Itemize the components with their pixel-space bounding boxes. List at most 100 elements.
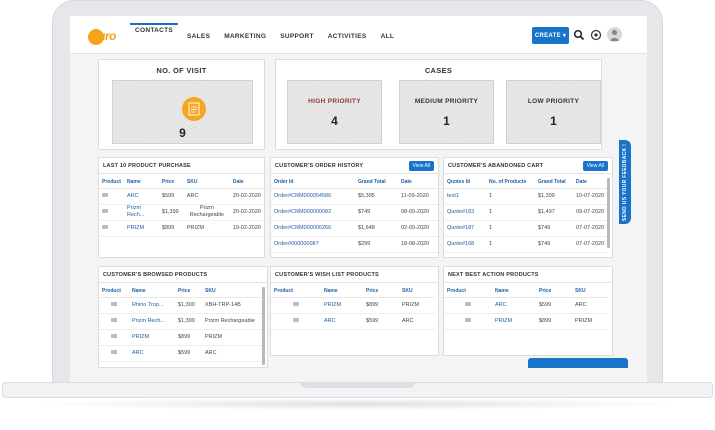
case-tile-medium[interactable]: MEDIUM PRIORITY 1 [399, 80, 494, 144]
table-row[interactable]: Order#CRM000000082 $749 08-09-2020 [271, 204, 438, 221]
bottom-action-bar[interactable] [528, 358, 628, 368]
table-row[interactable]: Quote#183 1 $1,497 09-07-2020 [444, 204, 609, 221]
table-row[interactable]: PRIZM $899 PRIZM [99, 329, 262, 346]
product-thumbnail [111, 301, 117, 306]
scrollbar[interactable] [262, 287, 265, 365]
column-header: Name [321, 285, 363, 298]
date-cell: 07-07-2020 [573, 236, 609, 253]
view-all-button[interactable]: View All [408, 161, 434, 171]
view-all-button[interactable]: View All [582, 161, 608, 171]
case-tile-high[interactable]: HIGH PRIORITY 4 [287, 80, 382, 144]
order-id-link[interactable]: Order#CRM000000082 [271, 204, 355, 221]
panel-title: CUSTOMER'S BROWSED PRODUCTS [103, 272, 208, 278]
table-row[interactable]: Prizm Rech... $1,399 Prizm Rechargeable … [99, 204, 264, 221]
column-header: Date [229, 176, 264, 189]
search-icon[interactable] [573, 29, 585, 41]
table-row[interactable]: Quote#187 1 $749 07-07-2020 [444, 220, 609, 237]
product-name-link[interactable]: ARC [492, 297, 536, 314]
price-cell: $899 [536, 313, 572, 330]
product-name-link[interactable]: ARC [123, 188, 159, 205]
sku-cell: PRIZM [202, 329, 262, 346]
price-cell: $1,300 [175, 297, 202, 314]
visits-title: NO. OF VISIT [156, 66, 207, 75]
last-purchase-panel: LAST 10 PRODUCT PURCHASE Product Name Pr… [98, 157, 265, 258]
product-name-link[interactable]: PRIZM [123, 220, 159, 237]
table-row[interactable]: Order#CRM000000266 $1,648 02-09-2020 [271, 220, 438, 237]
product-name-link[interactable]: Rhino Trop... [129, 297, 175, 314]
table-row[interactable]: ARC $599 ARC [271, 313, 435, 330]
table-row[interactable]: Quote#168 1 $749 07-07-2020 [444, 236, 609, 253]
laptop-notch [300, 382, 415, 388]
column-header: Product [99, 285, 129, 298]
product-name-link[interactable]: PRIZM [492, 313, 536, 330]
nav-sales[interactable]: SALES [187, 33, 211, 40]
column-header: No. of Products [486, 176, 535, 189]
date-cell: 07-07-2020 [573, 220, 609, 237]
product-thumb-cell [99, 297, 129, 314]
order-history-table: Order Id Grand Total Date Order#CRM00005… [271, 176, 438, 253]
visits-tile[interactable]: 9 [112, 80, 253, 144]
product-name-link[interactable]: Prizm Rech... [129, 313, 175, 330]
main-nav: CONTACTS SALES MARKETING SUPPORT ACTIVIT… [130, 23, 403, 46]
table-row[interactable]: PRIZM $899 PRIZM 19-02-2020 [99, 220, 264, 237]
quote-id-link[interactable]: Quote#187 [444, 220, 486, 237]
nav-support[interactable]: SUPPORT [280, 33, 314, 40]
table-header-row: Order Id Grand Total Date [271, 176, 438, 189]
product-count-cell: 1 [486, 204, 535, 221]
table-row[interactable]: PRIZM $899 PRIZM [444, 313, 608, 330]
logo-mark [88, 29, 104, 45]
nav-all[interactable]: ALL [380, 33, 395, 40]
date-cell: 10-07-2020 [573, 188, 609, 205]
nav-marketing[interactable]: MARKETING [224, 33, 267, 40]
table-row[interactable]: Order#CRM000054586 $5,395 11-09-2020 [271, 188, 438, 205]
table-header-row: Product Name Price SKU [444, 285, 608, 298]
table-row[interactable]: Order#000000087 $299 18-08-2020 [271, 236, 438, 253]
product-name-link[interactable]: Prizm Rech... [123, 204, 159, 221]
sku-cell: ARC [399, 313, 435, 330]
grand-total-cell: $1,399 [535, 188, 573, 205]
sku-cell: Prizm Rechargeable [202, 313, 262, 330]
table-row[interactable]: Prizm Rech... $1,399 Prizm Rechargeable [99, 313, 262, 330]
user-avatar[interactable] [607, 27, 622, 42]
price-cell: $899 [158, 220, 184, 237]
grand-total-cell: $749 [355, 204, 398, 221]
product-name-link[interactable]: ARC [129, 345, 175, 362]
case-tile-low[interactable]: LOW PRIORITY 1 [506, 80, 601, 144]
panel-title: CUSTOMER'S ORDER HISTORY [275, 163, 364, 169]
quote-id-link[interactable]: test1 [444, 188, 486, 205]
quote-id-link[interactable]: Quote#183 [444, 204, 486, 221]
product-name-link[interactable]: ARC [321, 313, 363, 330]
order-id-link[interactable]: Order#CRM000000266 [271, 220, 355, 237]
panel-title: NEXT BEST ACTION PRODUCTS [448, 272, 539, 278]
top-header: auro CONTACTS SALES MARKETING SUPPORT AC… [70, 16, 647, 54]
table-row[interactable]: ARC $599 ARC [99, 345, 262, 362]
order-id-link[interactable]: Order#000000087 [271, 236, 355, 253]
feedback-tab[interactable]: SEND US YOUR FEEDBACK ! [619, 140, 631, 224]
table-row[interactable]: ARC $599 ARC [444, 297, 608, 314]
create-button[interactable]: CREATE ▾ [532, 27, 569, 44]
product-name-link[interactable]: PRIZM [321, 297, 363, 314]
date-cell: 18-08-2020 [398, 236, 438, 253]
scrollbar[interactable] [607, 178, 610, 248]
column-header: Price [158, 176, 184, 189]
column-header: Quotes Id [444, 176, 486, 189]
product-thumbnail [111, 349, 117, 354]
product-name-link[interactable]: PRIZM [129, 329, 175, 346]
date-cell: 02-09-2020 [398, 220, 438, 237]
logo[interactable]: auro [88, 28, 124, 46]
nav-contacts[interactable]: CONTACTS [130, 23, 179, 40]
abandoned-cart-table: Quotes Id No. of Products Grand Total Da… [444, 176, 609, 253]
best-action-panel: NEXT BEST ACTION PRODUCTS Product Name P… [443, 266, 613, 356]
settings-icon[interactable] [590, 29, 602, 41]
quote-id-link[interactable]: Quote#168 [444, 236, 486, 253]
table-row[interactable]: PRIZM $899 PRIZM [271, 297, 435, 314]
order-id-link[interactable]: Order#CRM000054586 [271, 188, 355, 205]
table-row[interactable]: ARC $599 ARC 20-02-2020 [99, 188, 264, 205]
product-thumbnail [465, 317, 471, 322]
table-header-row: Product Name Price SKU [99, 285, 262, 298]
nav-activities[interactable]: ACTIVITIES [327, 33, 367, 40]
table-row[interactable]: test1 1 $1,399 10-07-2020 [444, 188, 609, 205]
product-thumb-cell [99, 345, 129, 362]
report-icon [182, 97, 206, 121]
table-row[interactable]: Rhino Trop... $1,300 XBH-TRP-14B [99, 297, 262, 314]
